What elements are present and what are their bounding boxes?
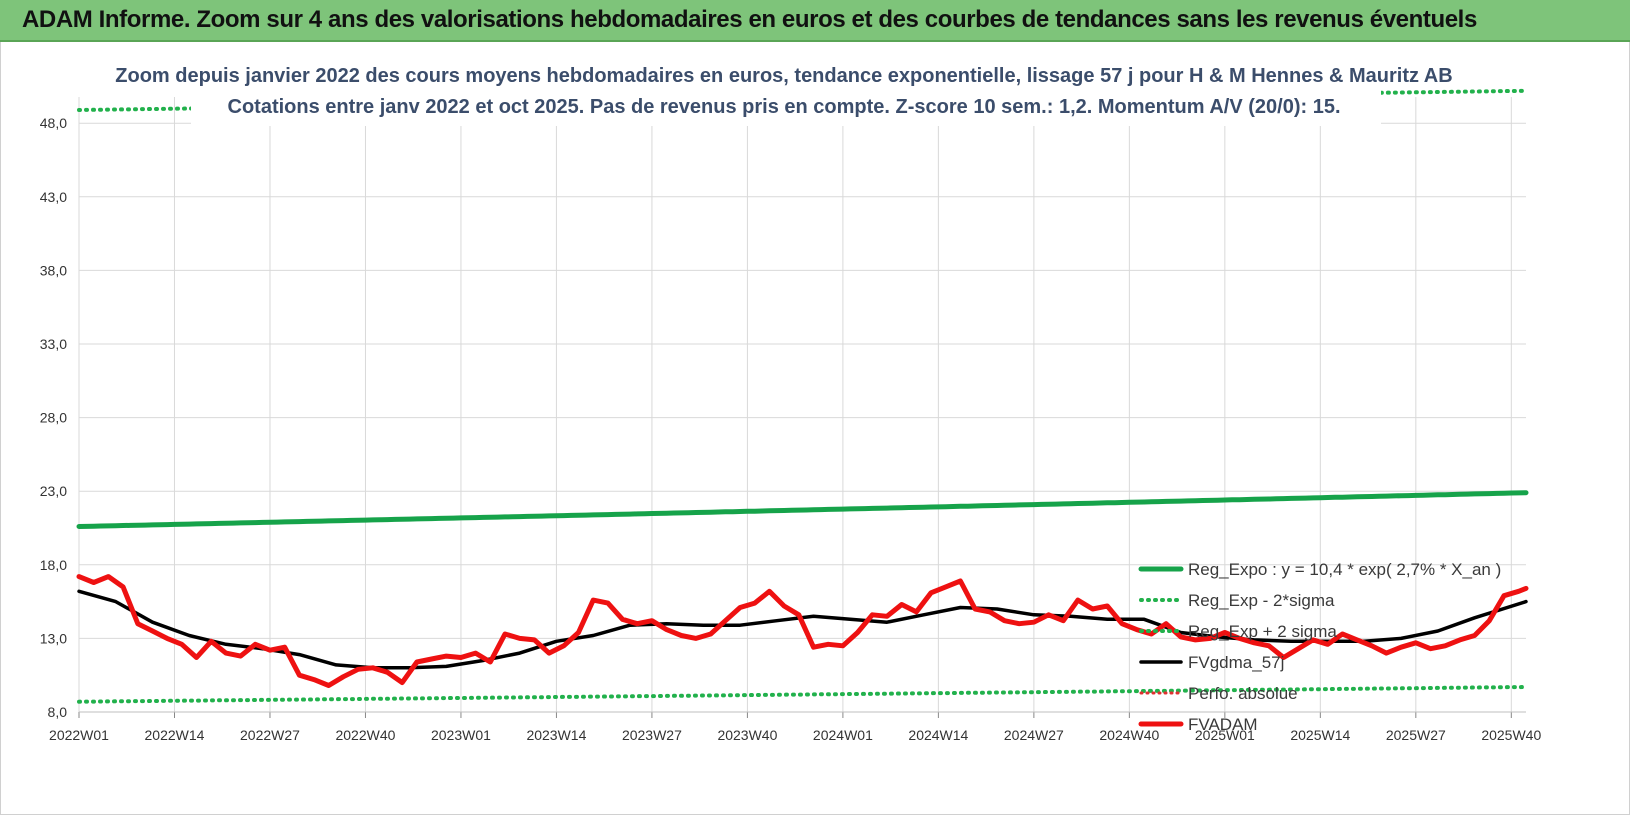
series-line-reg-expo xyxy=(76,490,1529,529)
series-line-fvgdma-57j xyxy=(77,589,1528,670)
chart-title: Zoom depuis janvier 2022 des cours moyen… xyxy=(115,65,1452,87)
y-tick-label: 48,0 xyxy=(40,115,67,131)
x-tick-label: 2022W14 xyxy=(145,727,205,743)
x-tick-label: 2022W01 xyxy=(49,727,109,743)
series-group xyxy=(76,88,1529,704)
x-tick-label: 2024W27 xyxy=(1004,727,1064,743)
y-tick-label: 23,0 xyxy=(40,483,67,499)
legend-label-reg-exp-plus-2sigma: Reg_Exp + 2 sigma xyxy=(1188,622,1337,641)
x-tick-label: 2024W14 xyxy=(908,727,968,743)
x-tick-label: 2022W27 xyxy=(240,727,300,743)
x-tick-label: 2023W40 xyxy=(717,727,777,743)
chart-subtitle: Cotations entre janv 2022 et oct 2025. P… xyxy=(228,96,1341,118)
y-tick-label: 8,0 xyxy=(48,704,68,720)
legend-label-fvadam: FVADAM xyxy=(1188,715,1258,734)
legend-label-reg-exp-minus-2sigma: Reg_Exp - 2*sigma xyxy=(1188,591,1335,610)
x-tick-label: 2023W01 xyxy=(431,727,491,743)
y-tick-label: 33,0 xyxy=(40,336,67,352)
y-tick-label: 28,0 xyxy=(40,410,67,426)
y-tick-label: 13,0 xyxy=(40,630,67,646)
y-tick-label: 18,0 xyxy=(40,557,67,573)
series-line-fvadam xyxy=(76,574,1529,688)
axes: 8,0 13,0 18,0 23,0 28,0 33,0 38,0 43,0 48,0 2022W… xyxy=(40,115,1542,743)
chart-frame: 8,0 13,0 18,0 23,0 28,0 33,0 38,0 43,0 48,0 2022W… xyxy=(0,42,1630,815)
x-tick-label: 2023W27 xyxy=(622,727,682,743)
legend: Reg_Expo : y = 10,4 * exp( 2,7% * X_an )… xyxy=(1138,560,1501,734)
x-tick-label: 2024W01 xyxy=(813,727,873,743)
series-line-reg-exp-minus-2sigma xyxy=(77,685,1528,704)
gridlines xyxy=(78,97,1526,713)
x-tick-label: 2022W40 xyxy=(335,727,395,743)
legend-label-perfo-absolue: Perfo. absolue xyxy=(1188,684,1298,703)
x-tick-label: 2024W40 xyxy=(1099,727,1159,743)
line-chart: 8,0 13,0 18,0 23,0 28,0 33,0 38,0 43,0 48,0 2022W… xyxy=(40,56,1542,743)
report-title: ADAM Informe. Zoom sur 4 ans des valoris… xyxy=(22,6,1477,33)
legend-label-fvgdma-57j: FVgdma_57j xyxy=(1188,653,1284,672)
y-tick-label: 43,0 xyxy=(40,189,67,205)
x-tick-label: 2025W27 xyxy=(1386,727,1446,743)
report-banner: ADAM Informe. Zoom sur 4 ans des valoris… xyxy=(0,0,1630,42)
y-tick-label: 38,0 xyxy=(40,262,67,278)
chart-titles: Zoom depuis janvier 2022 des cours moyen… xyxy=(115,56,1453,126)
legend-label-reg-expo: Reg_Expo : y = 10,4 * exp( 2,7% * X_an ) xyxy=(1188,560,1501,579)
x-tick-label: 2023W14 xyxy=(526,727,586,743)
x-tick-label: 2025W01 xyxy=(1195,727,1255,743)
x-tick-label: 2025W40 xyxy=(1481,727,1541,743)
x-tick-label: 2025W14 xyxy=(1290,727,1350,743)
title-backdrop xyxy=(191,56,1381,126)
